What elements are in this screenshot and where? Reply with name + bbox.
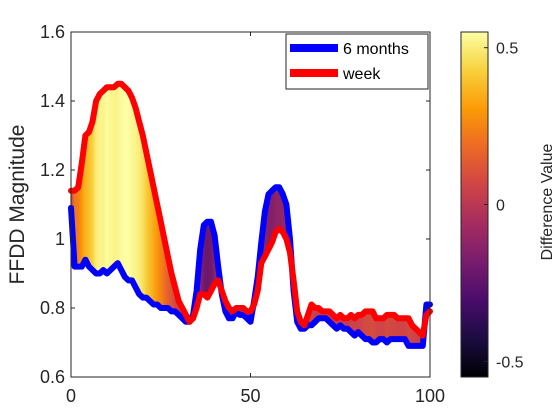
colorbar-tick-label: -0.5 — [496, 354, 524, 371]
series-line-week — [68, 80, 433, 339]
difference-fill — [71, 83, 430, 346]
x-tick-label: 0 — [66, 386, 76, 406]
y-tick-label: 1.2 — [40, 160, 65, 180]
legend-label-6-months: 6 months — [343, 41, 409, 58]
legend: 6 months week — [285, 33, 429, 90]
y-axis-ticks: 0.6 0.8 1 1.2 1.4 1.6 — [40, 22, 430, 387]
legend-label-week: week — [342, 66, 381, 83]
difference-fill-layer — [71, 83, 430, 346]
y-tick-label: 0.6 — [40, 367, 65, 387]
colorbar-tick-label: 0 — [496, 198, 505, 215]
x-tick-label: 50 — [240, 386, 260, 406]
series-lines — [68, 80, 433, 349]
colorbar-ticks: 0.5 0 -0.5 — [484, 41, 524, 371]
y-tick-label: 0.8 — [40, 298, 65, 318]
colorbar-tick-label: 0.5 — [496, 41, 518, 58]
y-tick-label: 1.4 — [40, 91, 65, 111]
y-axis-label: FFDD Magnitude — [6, 125, 29, 285]
y-tick-label: 1.6 — [40, 22, 65, 42]
series-line-6-months — [68, 184, 433, 349]
x-axis-ticks: 0 50 100 — [66, 32, 445, 406]
legend-box — [285, 33, 429, 90]
y-tick-label: 1 — [55, 229, 65, 249]
x-tick-label: 100 — [415, 386, 445, 406]
colorbar — [460, 31, 489, 378]
colorbar-label: Difference Value — [539, 143, 556, 260]
